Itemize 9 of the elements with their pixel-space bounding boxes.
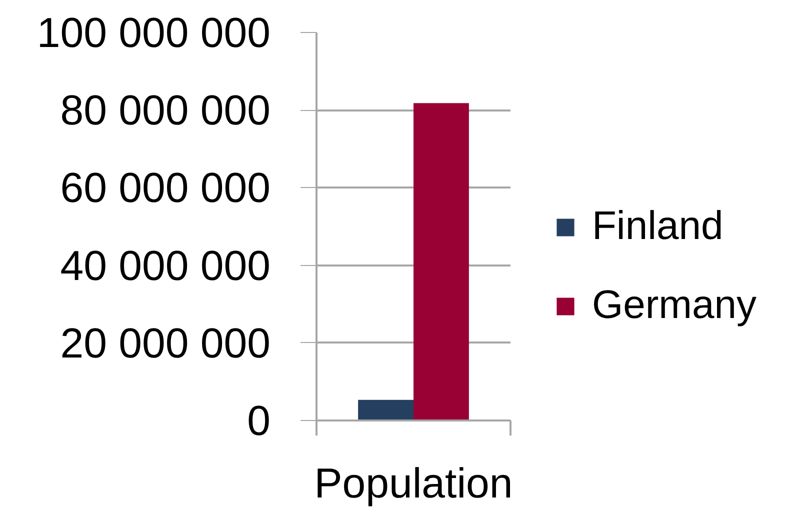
- y-tick-label: 20 000 000: [60, 319, 271, 366]
- y-tick-label: 0: [247, 397, 270, 444]
- y-tick-label: 40 000 000: [60, 242, 271, 289]
- legend-label: Germany: [592, 283, 756, 328]
- y-tick-label: 60 000 000: [60, 164, 271, 212]
- legend-label: Finland: [592, 204, 724, 249]
- x-tick-label: Population: [314, 460, 513, 506]
- y-tick-label: 100 000 000: [36, 9, 271, 56]
- y-tick-label: 80 000 000: [60, 86, 271, 134]
